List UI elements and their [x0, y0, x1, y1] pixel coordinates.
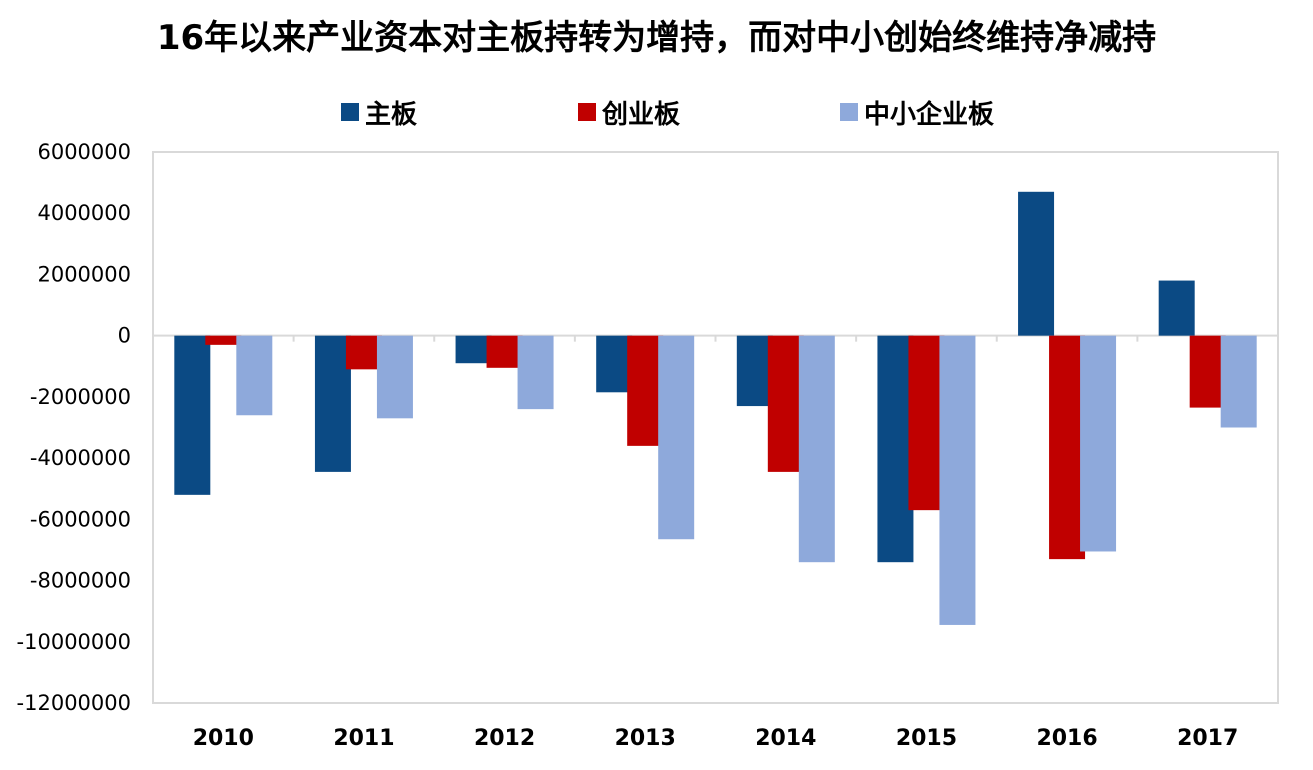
- legend-item-chinext: 创业板: [578, 92, 680, 132]
- bar-2014-chinext: [767, 335, 804, 472]
- y-tick-label: 0: [118, 324, 131, 348]
- bar-2014-sme-board: [798, 335, 835, 563]
- bar-2017-sme-board: [1220, 335, 1257, 428]
- bar-2016-main-board: [1018, 191, 1055, 336]
- legend-label-sme-board: 中小企业板: [864, 99, 995, 130]
- bar-2011-chinext: [345, 335, 382, 370]
- bar-2015-sme-board: [939, 335, 976, 625]
- x-category-label: 2011: [333, 726, 394, 751]
- bar-2016-chinext: [1049, 335, 1086, 560]
- y-tick-label: -10000000: [17, 630, 131, 654]
- y-tick-label: -4000000: [30, 446, 131, 470]
- bar-2013-main-board: [596, 335, 633, 393]
- bar-2013-sme-board: [658, 335, 695, 540]
- y-tick-label: 6000000: [37, 140, 131, 164]
- bar-2012-main-board: [455, 335, 492, 364]
- bar-2016-sme-board: [1080, 335, 1117, 552]
- bar-2011-sme-board: [376, 335, 413, 419]
- x-category-label: 2017: [1177, 726, 1238, 751]
- legend-swatch-chinext: [578, 103, 596, 121]
- bar-2012-sme-board: [517, 335, 554, 410]
- x-category-label: 2014: [755, 726, 816, 751]
- legend-item-sme-board: 中小企业板: [840, 92, 994, 132]
- bar-2014-main-board: [736, 335, 773, 407]
- y-tick-label: -12000000: [17, 691, 131, 715]
- bar-2015-main-board: [877, 335, 914, 563]
- bar-2010-sme-board: [236, 335, 273, 416]
- legend-label-main-board: 主板: [365, 99, 418, 130]
- bar-2010-chinext: [205, 335, 242, 345]
- x-category-label: 2012: [474, 726, 535, 751]
- y-tick-label: -2000000: [30, 385, 131, 409]
- legend-swatch-main-board: [341, 103, 359, 121]
- legend-label-chinext: 创业板: [602, 99, 681, 130]
- legend-swatch-sme-board: [840, 103, 858, 121]
- bar-2012-chinext: [486, 335, 523, 368]
- plot-area-border: [152, 151, 1279, 704]
- chart-title: 16年以来产业资本对主板持转为增持，而对中小创始终维持净减持: [156, 18, 1157, 58]
- bar-2010-main-board: [174, 335, 211, 495]
- bar-2017-main-board: [1158, 280, 1195, 336]
- legend-item-main-board: 主板: [341, 92, 417, 132]
- bar-2013-chinext: [627, 335, 664, 446]
- x-category-label: 2010: [193, 726, 254, 751]
- x-category-label: 2015: [896, 726, 957, 751]
- x-category-label: 2016: [1036, 726, 1097, 751]
- chart-legend: 主板 创业板 中小企业板: [0, 92, 1313, 132]
- y-tick-label: 4000000: [37, 201, 131, 225]
- bar-2017-chinext: [1189, 335, 1226, 408]
- y-tick-label: -6000000: [30, 507, 131, 531]
- y-tick-label: 2000000: [37, 262, 131, 286]
- y-tick-label: -8000000: [30, 569, 131, 593]
- x-category-label: 2013: [615, 726, 676, 751]
- bar-2015-chinext: [908, 335, 945, 511]
- bar-2011-main-board: [314, 335, 351, 472]
